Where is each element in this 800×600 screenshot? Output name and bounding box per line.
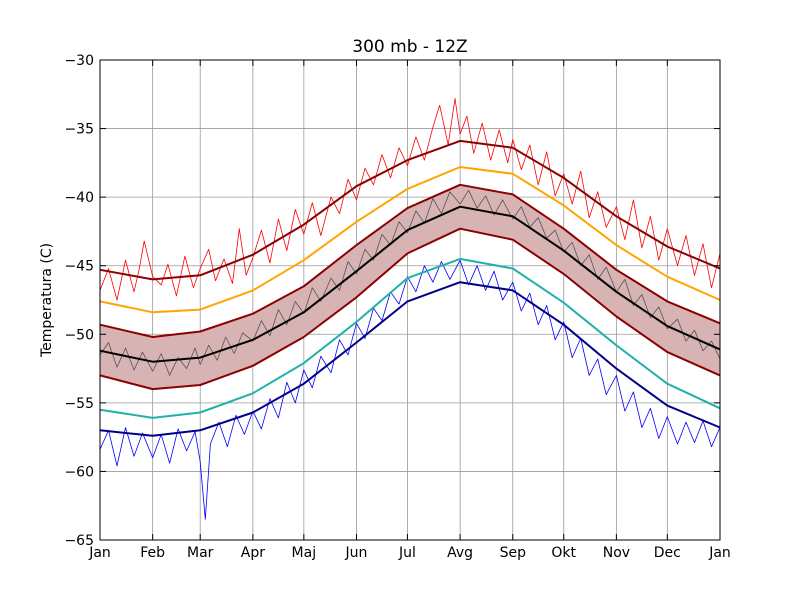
- x-tick-label-6: Jul: [398, 545, 416, 561]
- y-tick-label-4: −50: [64, 327, 94, 343]
- x-tick-label-1: Feb: [140, 545, 165, 561]
- x-tick-label-9: Okt: [551, 545, 576, 561]
- x-tick-label-5: Jun: [345, 545, 368, 561]
- x-tick-label-8: Sep: [500, 545, 527, 561]
- x-tick-label-0: Jan: [88, 545, 111, 561]
- series-line-3: [99, 205, 721, 363]
- series-line-1: [99, 166, 721, 314]
- y-tick-label-0: −30: [64, 53, 94, 69]
- x-tick-label-10: Nov: [603, 545, 630, 561]
- y-tick-label-6: −60: [64, 464, 94, 480]
- series-line-9: [99, 259, 721, 520]
- axis-ticks: Jan Feb Mar Apr Maj Jun Jul Avg Sep Okt Nov Dec Jan−…: [64, 53, 730, 561]
- y-tick-label-1: −35: [64, 122, 94, 138]
- x-tick-label-7: Avg: [447, 545, 473, 561]
- chart-title: 300 mb - 12Z: [352, 37, 467, 57]
- y-tick-label-2: −40: [64, 190, 94, 206]
- x-tick-label-3: Apr: [241, 545, 265, 561]
- y-tick-label-7: −65: [64, 533, 94, 549]
- series-line-2: [99, 183, 721, 338]
- x-tick-label-2: Mar: [187, 545, 214, 561]
- y-tick-label-5: −55: [64, 396, 94, 412]
- series-line-0: [99, 139, 721, 281]
- x-tick-label-4: Maj: [292, 545, 317, 561]
- series-line-4: [99, 227, 721, 391]
- x-tick-label-12: Jan: [708, 545, 731, 561]
- y-tick-label-3: −45: [64, 259, 94, 275]
- series-lines: [99, 98, 721, 520]
- plot-frame: [99, 59, 721, 541]
- y-axis-label: Temperatura (C): [39, 243, 55, 358]
- series-line-6: [99, 281, 721, 437]
- x-tick-label-11: Dec: [654, 545, 681, 561]
- series-line-5: [99, 257, 721, 419]
